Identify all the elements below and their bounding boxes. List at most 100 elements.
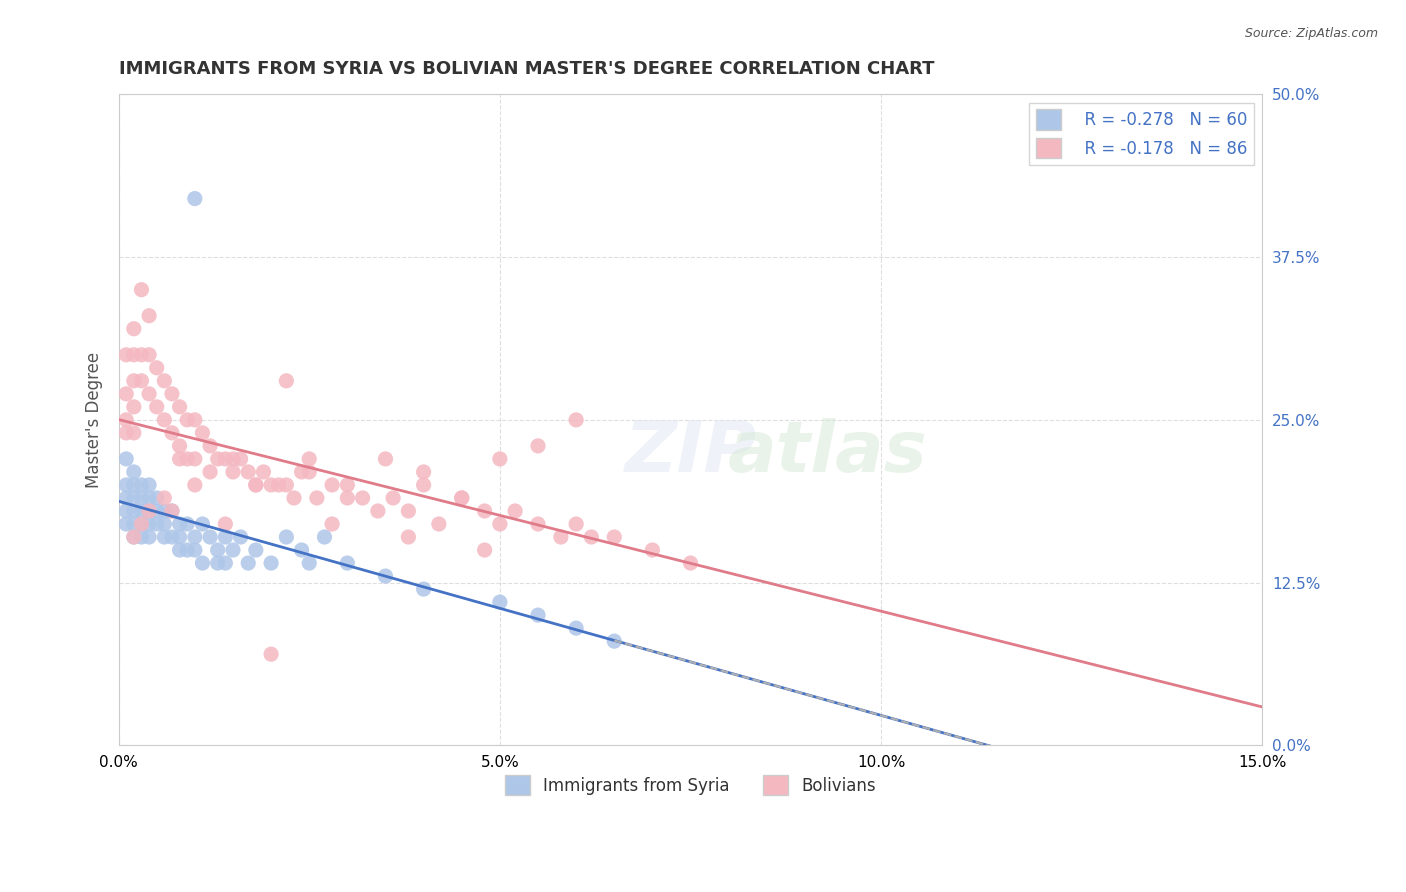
Point xyxy=(115,478,138,492)
Point xyxy=(160,425,183,440)
Point xyxy=(222,451,245,466)
Point xyxy=(122,530,145,544)
Legend: Immigrants from Syria, Bolivians: Immigrants from Syria, Bolivians xyxy=(498,768,883,802)
Point xyxy=(184,478,207,492)
Point xyxy=(603,530,626,544)
Point xyxy=(184,413,207,427)
Point xyxy=(115,348,138,362)
Point xyxy=(184,192,207,206)
Point xyxy=(138,504,160,518)
Point xyxy=(260,478,283,492)
Text: ZIP: ZIP xyxy=(624,418,756,487)
Point xyxy=(153,530,176,544)
Point xyxy=(138,516,160,531)
Point xyxy=(198,465,221,479)
Point xyxy=(160,387,183,401)
Point xyxy=(207,543,229,558)
Point xyxy=(321,516,343,531)
Point xyxy=(122,425,145,440)
Point xyxy=(169,439,191,453)
Point xyxy=(131,530,153,544)
Point xyxy=(214,451,236,466)
Point xyxy=(198,439,221,453)
Point xyxy=(396,530,419,544)
Point xyxy=(565,413,588,427)
Text: IMMIGRANTS FROM SYRIA VS BOLIVIAN MASTER'S DEGREE CORRELATION CHART: IMMIGRANTS FROM SYRIA VS BOLIVIAN MASTER… xyxy=(118,60,934,78)
Point xyxy=(145,400,167,414)
Point xyxy=(115,413,138,427)
Point xyxy=(122,374,145,388)
Point xyxy=(176,543,198,558)
Point xyxy=(160,504,183,518)
Point xyxy=(276,530,298,544)
Point xyxy=(138,491,160,505)
Point xyxy=(122,465,145,479)
Point xyxy=(374,569,396,583)
Point xyxy=(298,451,321,466)
Text: Source: ZipAtlas.com: Source: ZipAtlas.com xyxy=(1244,27,1378,40)
Point xyxy=(207,451,229,466)
Point xyxy=(291,465,314,479)
Point xyxy=(160,530,183,544)
Point xyxy=(367,504,389,518)
Point xyxy=(138,348,160,362)
Point xyxy=(679,556,702,570)
Point xyxy=(138,309,160,323)
Point xyxy=(412,465,434,479)
Point xyxy=(131,374,153,388)
Point xyxy=(238,465,260,479)
Point xyxy=(276,478,298,492)
Point xyxy=(412,582,434,596)
Point xyxy=(527,516,550,531)
Point xyxy=(191,556,214,570)
Point xyxy=(131,516,153,531)
Point xyxy=(489,595,512,609)
Point xyxy=(138,504,160,518)
Point xyxy=(122,516,145,531)
Point xyxy=(238,556,260,570)
Point xyxy=(581,530,603,544)
Point xyxy=(122,530,145,544)
Point xyxy=(138,530,160,544)
Point xyxy=(153,491,176,505)
Point xyxy=(374,451,396,466)
Point xyxy=(153,516,176,531)
Point xyxy=(131,283,153,297)
Point xyxy=(138,387,160,401)
Point xyxy=(169,543,191,558)
Point xyxy=(489,451,512,466)
Point xyxy=(145,360,167,375)
Point xyxy=(412,478,434,492)
Point xyxy=(222,543,245,558)
Point xyxy=(489,516,512,531)
Point xyxy=(122,348,145,362)
Point xyxy=(176,451,198,466)
Point xyxy=(245,478,267,492)
Point xyxy=(474,504,496,518)
Point xyxy=(115,387,138,401)
Text: atlas: atlas xyxy=(728,418,928,487)
Point xyxy=(191,425,214,440)
Point xyxy=(298,556,321,570)
Point xyxy=(184,543,207,558)
Point xyxy=(214,516,236,531)
Point xyxy=(267,478,290,492)
Point xyxy=(474,543,496,558)
Point xyxy=(131,348,153,362)
Point xyxy=(641,543,664,558)
Point xyxy=(245,478,267,492)
Point xyxy=(153,413,176,427)
Point xyxy=(169,400,191,414)
Point xyxy=(145,516,167,531)
Point xyxy=(336,556,359,570)
Point xyxy=(283,491,305,505)
Point xyxy=(527,439,550,453)
Point xyxy=(336,478,359,492)
Point xyxy=(153,504,176,518)
Point xyxy=(184,530,207,544)
Point xyxy=(131,491,153,505)
Point xyxy=(115,504,138,518)
Point xyxy=(336,491,359,505)
Point xyxy=(169,451,191,466)
Point xyxy=(122,491,145,505)
